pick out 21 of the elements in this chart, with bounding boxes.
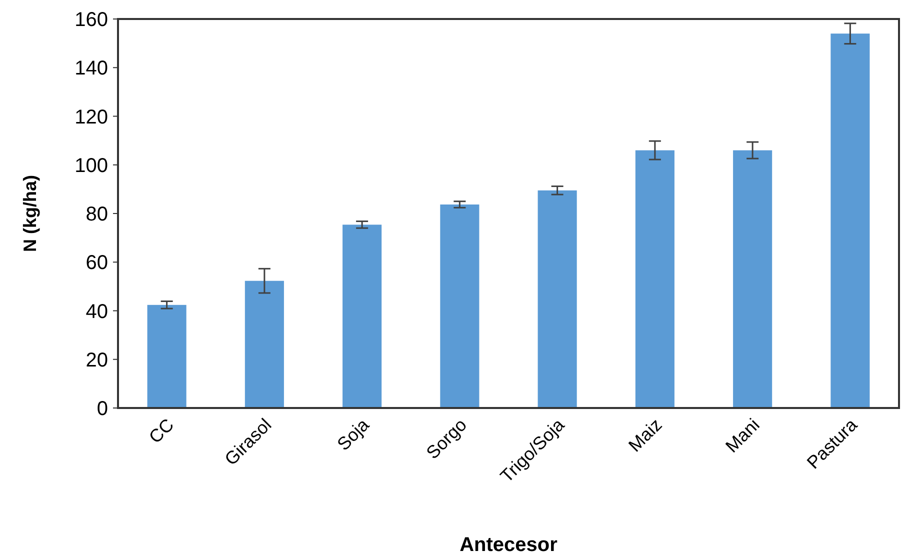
bar [342, 224, 382, 408]
y-tick-label: 60 [86, 252, 108, 274]
x-tick-label: Soja [333, 414, 374, 454]
y-tick-label: 20 [86, 349, 108, 372]
bar [147, 304, 186, 408]
bar [440, 204, 480, 408]
y-tick-label: 120 [74, 106, 108, 128]
bar [635, 150, 674, 408]
y-tick-label: 100 [74, 154, 108, 177]
y-tick-label: 80 [86, 204, 108, 226]
bar [733, 150, 772, 408]
bar [244, 280, 284, 408]
y-tick-label: 40 [86, 300, 108, 323]
y-axis-title: N (kg/ha) [20, 174, 40, 252]
x-tick-label: CC [145, 414, 178, 448]
y-tick-label: 160 [74, 9, 108, 31]
y-tick-label: 140 [74, 58, 108, 80]
bar [538, 190, 577, 408]
y-tick-label: 0 [96, 398, 108, 420]
x-axis-title: Antecesor [460, 534, 558, 555]
bar [830, 34, 870, 408]
